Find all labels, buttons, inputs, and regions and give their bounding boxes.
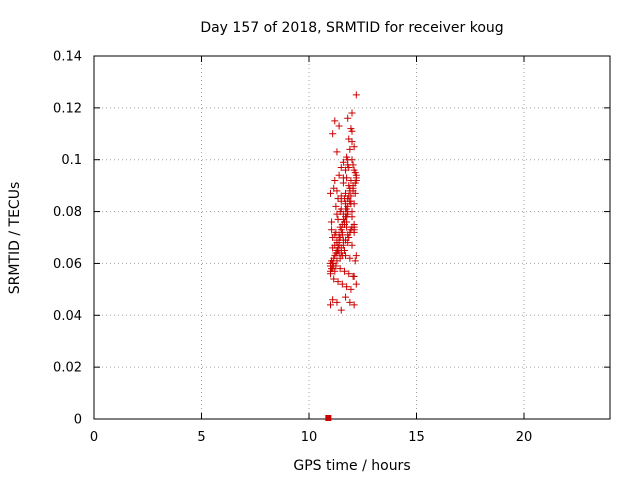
data-point [337,205,345,213]
data-point [333,298,341,306]
data-point [347,285,355,293]
data-point [327,267,334,275]
data-point [329,130,337,138]
y-tick-label: 0.06 [53,257,82,272]
data-point [344,161,352,169]
data-point [335,122,343,130]
data-point [351,257,359,265]
x-tick-label: 0 [90,430,98,445]
data-point [329,259,337,267]
data-point [328,218,336,226]
data-point [333,148,341,156]
plot-frame [93,55,611,420]
data-point [337,163,345,171]
data-point [346,298,354,306]
y-tick-label: 0.02 [53,361,82,376]
data-point [348,156,356,164]
data-point [345,234,353,241]
x-tick-label: 20 [516,430,533,445]
data-point [344,114,352,122]
data-point [332,228,340,236]
data-point [340,246,348,254]
data-point [343,213,351,221]
data-point-square [325,415,332,421]
data-point [327,301,334,309]
x-tick-label: 5 [197,430,205,445]
data-point [331,117,339,125]
data-point [342,189,350,197]
data-point [348,241,356,249]
data-point [340,221,348,229]
data-point [340,267,348,275]
data-points [325,91,360,421]
data-point [342,293,350,301]
data-point [332,202,340,210]
data-point [346,254,354,262]
y-tick-label: 0.1 [61,153,82,168]
data-point [349,272,357,280]
data-point [329,296,337,304]
data-point [335,171,343,179]
data-point [350,143,358,151]
data-point [344,208,352,216]
data-point [345,270,353,278]
data-point [338,252,346,260]
chart-title: Day 157 of 2018, SRMTID for receiver kou… [200,20,503,36]
data-point [334,195,342,203]
data-point [352,91,360,99]
data-point [350,223,358,231]
x-tick-label: 10 [301,430,318,445]
data-point [352,174,360,182]
data-point [333,210,341,218]
data-point [343,174,351,182]
data-point [338,231,346,239]
axis-ticks: 0 5 10 15 20 0 0.02 0.04 0.06 0.08 0.1 0.12 0.14 [53,50,610,445]
data-point [327,189,334,197]
data-point [333,249,341,257]
data-point [348,138,356,146]
data-point [343,283,351,291]
data-point [337,306,345,314]
y-tick-label: 0.04 [53,309,82,324]
data-point [349,187,357,195]
data-point [347,192,355,200]
data-point [330,275,338,283]
x-axis-title: GPS time / hours [293,458,410,474]
y-axis-title: SRMTID / TECUs [7,182,23,295]
data-point [346,197,354,205]
data-point [352,252,360,260]
data-point [347,125,355,133]
data-point [331,176,339,184]
y-tick-label: 0.12 [53,101,82,116]
data-point [348,109,356,117]
data-point [329,234,337,241]
data-point [336,265,344,273]
data-point [350,301,358,309]
x-tick-label: 15 [408,430,425,445]
data-point [338,280,346,288]
data-point [351,169,359,177]
data-point [335,241,343,249]
data-point [336,223,344,231]
y-tick-label: 0.14 [53,50,82,65]
data-point [339,179,347,187]
data-point [339,158,347,166]
data-point [352,280,360,288]
y-tick-label: 0.08 [53,205,82,220]
grid-lines [94,56,610,419]
data-point [328,226,336,234]
y-tick-label: 0 [74,413,82,428]
data-point [330,184,338,192]
data-point [346,145,354,153]
data-point [347,176,355,184]
data-point [334,278,342,286]
